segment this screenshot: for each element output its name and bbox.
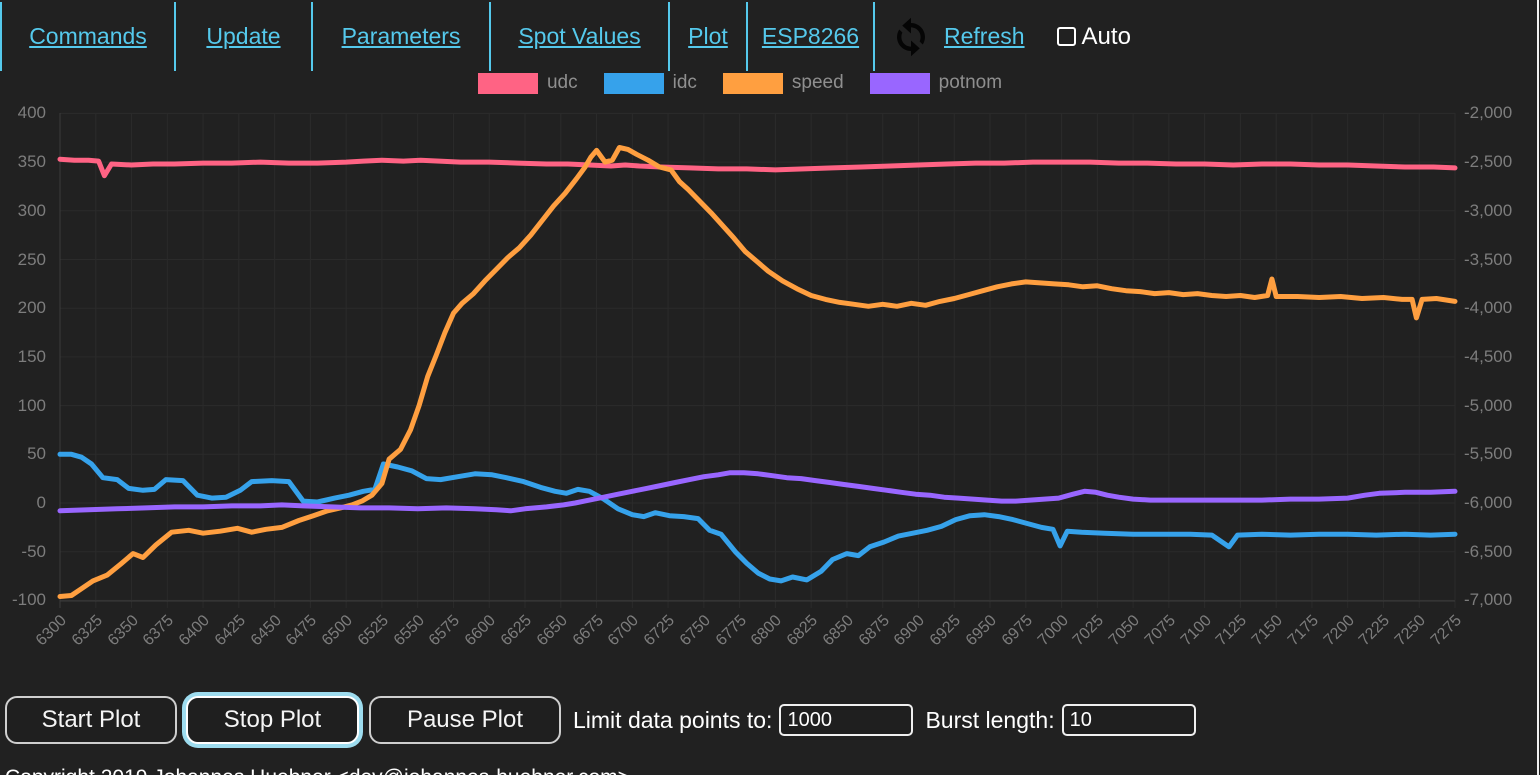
right-axis-tick-label: -2,000: [1464, 103, 1513, 123]
left-axis-tick-label: 350: [17, 152, 46, 172]
right-axis-tick-label: -4,000: [1464, 298, 1513, 318]
nav-link-parameters[interactable]: Parameters: [341, 23, 461, 49]
start-plot-button[interactable]: Start Plot: [5, 696, 177, 744]
burst-length-label: Burst length:: [925, 706, 1055, 733]
series-line-speed: [57, 145, 1458, 599]
right-axis-tick-label: -6,500: [1464, 541, 1513, 561]
nav-link-commands[interactable]: Commands: [29, 23, 147, 49]
nav-link-spot-values[interactable]: Spot Values: [518, 23, 641, 49]
right-axis-tick-label: -3,000: [1464, 200, 1513, 220]
top-nav: Commands Update Parameters Spot Values Plot E…: [0, 0, 875, 73]
left-axis-tick-label: 300: [17, 200, 46, 220]
right-axis-tick-label: -5,500: [1464, 444, 1513, 464]
legend-swatch-speed: [722, 72, 783, 94]
right-axis-tick-label: -2,500: [1464, 152, 1513, 172]
right-axis-tick-label: -3,500: [1464, 249, 1513, 269]
nav-cell-commands: Commands: [0, 2, 176, 71]
series-line-potnom: [57, 470, 1458, 514]
nav-link-refresh[interactable]: Refresh: [944, 23, 1025, 49]
left-axis-tick-label: -100: [11, 590, 46, 610]
left-axis-tick-label: -50: [21, 541, 46, 561]
legend-label-potnom: potnom: [938, 72, 1003, 93]
legend-swatch-udc: [477, 72, 538, 94]
auto-checkbox-group: Auto: [1056, 22, 1131, 51]
left-axis-tick-label: 0: [36, 493, 46, 512]
legend-item-potnom[interactable]: potnom: [869, 72, 1003, 94]
legend-item-idc[interactable]: idc: [603, 72, 697, 94]
left-axis-tick-label: 250: [17, 249, 46, 269]
left-axis-tick-label: 400: [17, 103, 46, 123]
nav-link-plot[interactable]: Plot: [688, 23, 728, 49]
pause-plot-button[interactable]: Pause Plot: [369, 696, 561, 744]
legend-label-speed: speed: [791, 72, 844, 93]
auto-checkbox[interactable]: [1056, 27, 1076, 46]
limit-data-points-label: Limit data points to:: [573, 706, 773, 733]
auto-checkbox-label: Auto: [1081, 22, 1131, 50]
legend-swatch-potnom: [869, 72, 930, 94]
series-line-idc: [57, 451, 1458, 584]
scrollbar[interactable]: [1537, 0, 1539, 775]
copyright-footer: Copyright 2019 Johannes Huebner <dev@joh…: [5, 766, 630, 775]
left-axis-tick-label: 50: [27, 444, 46, 464]
series-line-udc: [57, 156, 1458, 179]
legend-item-speed[interactable]: speed: [722, 72, 844, 94]
right-axis-tick-label: -5,000: [1464, 395, 1513, 415]
legend-swatch-idc: [603, 72, 664, 94]
nav-cell-spot-values: Spot Values: [491, 2, 670, 71]
left-axis-tick-label: 100: [17, 395, 46, 415]
nav-cell-parameters: Parameters: [313, 2, 491, 71]
left-axis-tick-label: 150: [17, 346, 46, 366]
limit-data-points-input[interactable]: [779, 704, 914, 736]
legend-label-udc: udc: [546, 72, 578, 93]
right-axis-tick-label: -6,000: [1464, 493, 1513, 512]
nav-extra: Refresh Auto: [888, 0, 1131, 73]
plot-controls: Start Plot Stop Plot Pause Plot Limit da…: [0, 696, 1540, 744]
right-axis-tick-label: -7,000: [1464, 590, 1513, 610]
nav-link-update[interactable]: Update: [206, 23, 281, 49]
legend-label-idc: idc: [672, 72, 697, 93]
burst-length-input[interactable]: [1061, 704, 1196, 736]
left-axis-tick-label: 200: [17, 298, 46, 318]
nav-cell-plot: Plot: [670, 2, 748, 71]
nav-cell-esp8266: ESP8266: [748, 2, 875, 71]
right-axis-tick-label: -4,500: [1464, 346, 1513, 366]
chart-legend: udc idc speed potnom: [0, 72, 1480, 94]
nav-cell-update: Update: [176, 2, 313, 71]
legend-item-udc[interactable]: udc: [477, 72, 578, 94]
nav-link-esp8266[interactable]: ESP8266: [761, 23, 860, 49]
stop-plot-button[interactable]: Stop Plot: [186, 696, 359, 744]
refresh-icon[interactable]: [888, 16, 934, 58]
